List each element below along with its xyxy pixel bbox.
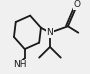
Text: NH: NH xyxy=(13,60,27,69)
Text: O: O xyxy=(73,0,80,9)
Text: N: N xyxy=(47,28,53,37)
